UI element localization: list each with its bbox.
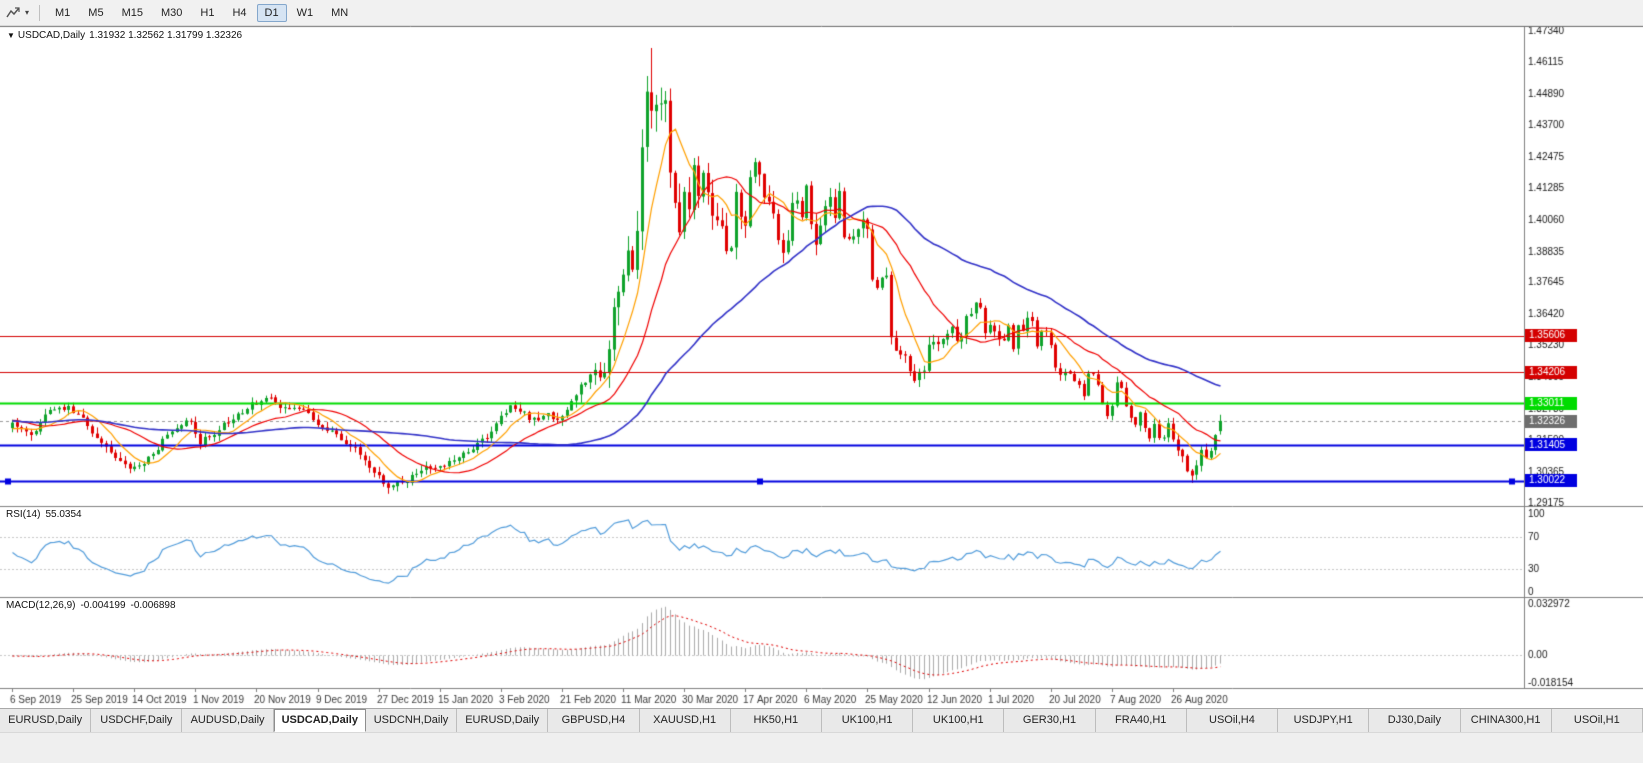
price-chart-canvas[interactable] <box>0 26 1643 708</box>
chart-tab-usoil-h1[interactable]: USOil,H1 <box>1551 709 1643 732</box>
chart-tab-usdcnh-daily[interactable]: USDCNH,Daily <box>365 709 458 732</box>
chart-tab-usdcad-daily[interactable]: USDCAD,Daily <box>273 709 366 732</box>
chart-type-icon[interactable] <box>6 6 22 20</box>
chart-dropdown-icon[interactable]: ▼ <box>7 31 15 40</box>
chart-tab-usdjpy-h1[interactable]: USDJPY,H1 <box>1278 709 1370 732</box>
status-strip <box>0 732 1643 763</box>
chart-area: ▼ USDCAD,Daily 1.31932 1.32562 1.31799 1.3… <box>0 26 1643 708</box>
chart-tab-fra40-h1[interactable]: FRA40,H1 <box>1095 709 1187 732</box>
timeframe-button-m30[interactable]: M30 <box>153 4 190 22</box>
chart-tab-usoil-h4[interactable]: USOil,H4 <box>1186 709 1279 732</box>
chart-tab-eurusd-daily[interactable]: EURUSD,Daily <box>457 709 549 732</box>
chart-tabs-bar: EURUSD,Daily USDCHF,Daily AUDUSD,Daily USDC… <box>0 708 1643 732</box>
chart-tab-ger30-h1[interactable]: GER30,H1 <box>1004 709 1096 732</box>
chart-tab-uk100-h1[interactable]: UK100,H1 <box>913 709 1005 732</box>
chart-tab-audusd-daily[interactable]: AUDUSD,Daily <box>182 709 274 732</box>
timeframe-button-w1[interactable]: W1 <box>289 4 322 22</box>
timeframe-button-d1[interactable]: D1 <box>256 3 287 22</box>
timeframe-button-h1[interactable]: H1 <box>192 4 222 22</box>
chart-tab-usdchf-daily[interactable]: USDCHF,Daily <box>91 709 183 732</box>
timeframe-button-m5[interactable]: M5 <box>80 4 111 22</box>
chart-tab-hk50-h1[interactable]: HK50,H1 <box>730 709 822 732</box>
toolbar-separator <box>39 4 41 21</box>
chart-type-dropdown-icon[interactable]: ▾ <box>25 8 30 17</box>
chart-tab-xauusd-h1[interactable]: XAUUSD,H1 <box>639 709 731 732</box>
chart-tab-dj30-daily[interactable]: DJ30,Daily <box>1369 709 1461 732</box>
chart-tab-gbpusd-h4[interactable]: GBPUSD,H4 <box>548 709 640 732</box>
timeframe-toolbar: ▾ M1 M5 M15 M30 H1 H4 D1 W1 MN <box>0 0 1643 26</box>
timeframe-button-m1[interactable]: M1 <box>47 4 78 22</box>
timeframe-button-mn[interactable]: MN <box>323 4 356 22</box>
timeframe-button-h4[interactable]: H4 <box>224 4 254 22</box>
chart-tab-china300-h1[interactable]: CHINA300,H1 <box>1460 709 1552 732</box>
timeframe-buttons: M1 M5 M15 M30 H1 H4 D1 W1 MN <box>46 3 357 22</box>
chart-tab-eurusd-daily[interactable]: EURUSD,Daily <box>0 709 92 732</box>
timeframe-button-m15[interactable]: M15 <box>114 4 151 22</box>
chart-tab-uk100-h1[interactable]: UK100,H1 <box>821 709 914 732</box>
